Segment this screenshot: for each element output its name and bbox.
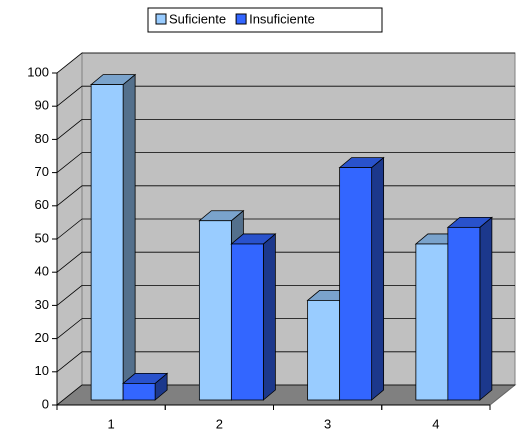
y-tick-label: 50 [35,230,49,245]
y-tick-label: 90 [35,98,49,113]
bar [447,226,481,401]
y-tick-label: 80 [35,131,49,146]
bar-side [122,73,136,401]
bar [339,167,373,401]
legend-label: Insuficiente [249,11,315,26]
grid-line [56,152,515,173]
grid-line [56,119,515,140]
bar [198,220,232,401]
y-tick-label: 60 [35,197,49,212]
bar-side [371,156,385,401]
bar [415,243,449,401]
bar [90,84,124,401]
y-tick-label: 40 [35,264,49,279]
bar-side [479,216,493,401]
y-tick-label: 10 [35,363,49,378]
y-tick-label: 100 [27,64,49,79]
y-tick-label: 20 [35,330,49,345]
bar [122,382,156,401]
bar [307,299,341,401]
bar-side [262,233,276,401]
legend-swatch [155,13,167,25]
legend-swatch [235,13,247,25]
x-tick-label: 4 [432,416,439,431]
x-tick-label: 3 [324,416,331,431]
legend-box [147,7,383,33]
y-tick-label: 30 [35,297,49,312]
y-tick-label: 0 [42,396,49,411]
grid-line [56,85,515,107]
legend-label: Suficiente [169,11,226,26]
bar [230,243,264,401]
x-tick-label: 1 [108,416,115,431]
grid-line [56,52,515,74]
y-tick-label: 70 [35,164,49,179]
x-tick-label: 2 [216,416,223,431]
